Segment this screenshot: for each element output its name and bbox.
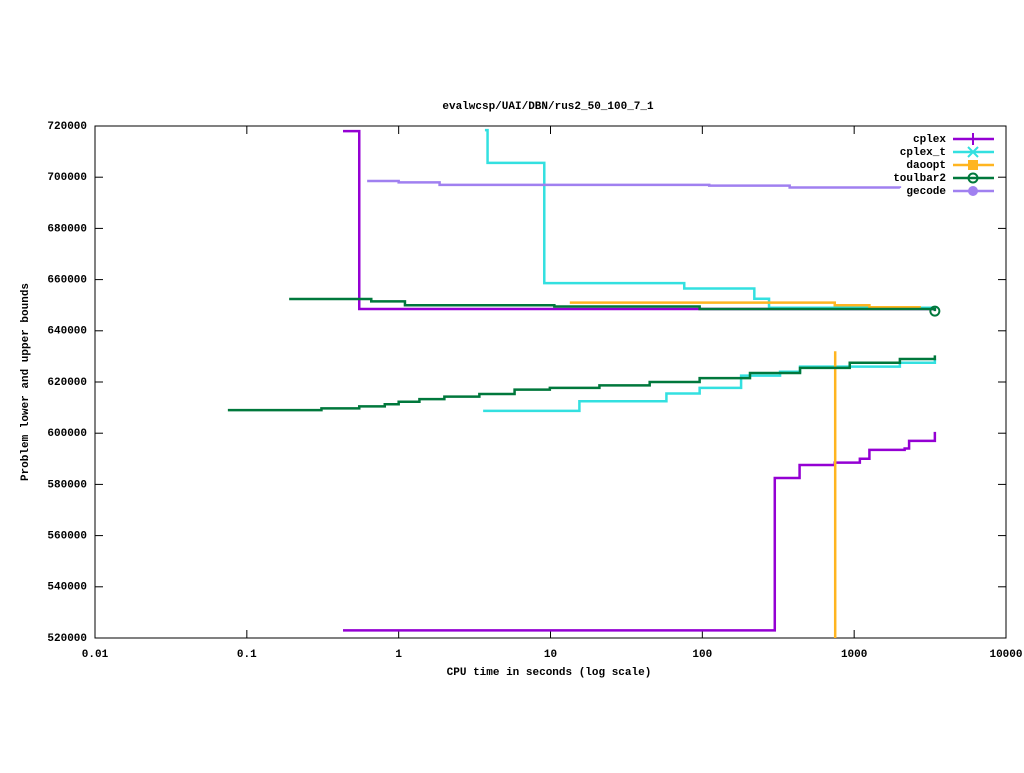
- legend-label: toulbar2: [893, 173, 946, 185]
- legend-marker: [968, 186, 978, 196]
- x-tick-label: 0.1: [237, 649, 257, 661]
- y-tick-label: 600000: [47, 428, 87, 440]
- y-tick-label: 640000: [47, 326, 87, 338]
- end-marker: [929, 305, 941, 317]
- legend-marker: [967, 146, 979, 158]
- legend-marker: [968, 160, 978, 170]
- upper-bound-line: [484, 128, 937, 310]
- y-tick-label: 700000: [47, 172, 87, 184]
- legend-label: gecode: [906, 186, 946, 198]
- y-axis-label: Problem lower and upper bounds: [20, 283, 32, 481]
- y-tick-label: 660000: [47, 275, 87, 287]
- x-axis-label: CPU time in seconds (log scale): [447, 667, 652, 679]
- x-tick-label: 100: [692, 649, 712, 661]
- legend-label: daoopt: [906, 160, 946, 172]
- y-tick-label: 540000: [47, 582, 87, 594]
- x-tick-label: 0.01: [82, 649, 109, 661]
- lower-bound-line: [343, 431, 937, 632]
- lower-bound-line: [483, 358, 937, 413]
- plot-frame: [94, 125, 1007, 639]
- legend-label: cplex: [913, 134, 946, 146]
- x-tick-label: 1: [395, 649, 402, 661]
- x-tick-label: 10000: [989, 649, 1022, 661]
- lower-bound-line: [227, 355, 937, 412]
- chart-title: evalwcsp/UAI/DBN/rus2_50_100_7_1: [442, 101, 654, 113]
- upper-bound-line: [289, 297, 937, 312]
- y-tick-label: 720000: [47, 121, 87, 133]
- upper-bound-line: [569, 301, 921, 309]
- upper-bound-line: [367, 179, 902, 189]
- x-tick-label: 1000: [841, 649, 867, 661]
- y-tick-label: 560000: [47, 531, 87, 543]
- y-tick-label: 680000: [47, 223, 87, 235]
- legend-marker: [967, 133, 979, 145]
- x-tick-label: 10: [544, 649, 557, 661]
- legend-label: cplex_t: [900, 147, 946, 159]
- y-tick-label: 520000: [47, 633, 87, 645]
- y-tick-label: 620000: [47, 377, 87, 389]
- legend-marker: [967, 172, 979, 184]
- y-tick-label: 580000: [47, 479, 87, 491]
